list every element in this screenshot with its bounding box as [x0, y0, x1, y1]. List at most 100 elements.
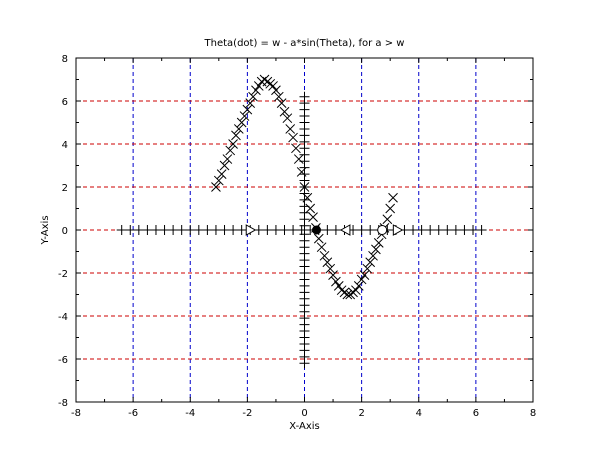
plus-marker-point: [279, 225, 290, 235]
x-marker-point: [225, 145, 236, 156]
plus-marker-point: [459, 225, 470, 235]
x-marker-point: [242, 104, 253, 115]
chart-title: Theta(dot) = w - a*sin(Theta), for a > w: [204, 38, 405, 49]
series-layer: [116, 74, 487, 369]
plus-marker-point: [185, 225, 196, 235]
ticks-layer: -8 -6 -4 -2 0 2 4 6 8 -8 -6 -4 -2 0 2 4 6 8: [58, 54, 536, 419]
x-tick-label: -2: [242, 408, 252, 419]
plus-marker-point: [468, 225, 479, 235]
plus-marker-point: [425, 225, 436, 235]
plus-marker-point: [442, 225, 453, 235]
x-marker-point: [213, 175, 224, 186]
plus-marker-point: [228, 225, 239, 235]
x-marker-point: [351, 285, 361, 296]
x-marker-point: [382, 214, 393, 225]
y-tick-label: 8: [62, 54, 68, 65]
x-marker-point: [285, 124, 296, 134]
x-marker-point: [385, 203, 396, 214]
plus-marker-point: [288, 225, 299, 235]
x-marker-point: [239, 111, 250, 121]
plus-marker-point: [322, 225, 333, 235]
x-marker-point: [325, 263, 336, 274]
x-marker-point: [273, 91, 284, 102]
open-circle-marker: [377, 225, 388, 235]
x-marker-point: [279, 106, 290, 117]
x-marker-point: [305, 203, 316, 214]
plus-marker-point: [330, 225, 341, 235]
x-marker-point: [333, 281, 344, 291]
x-marker-point: [308, 212, 318, 222]
plus-marker-point: [236, 225, 247, 235]
x-marker-point: [316, 242, 327, 253]
x-marker-point: [342, 289, 353, 300]
x-marker-point: [216, 169, 227, 179]
plus-marker-point: [299, 91, 310, 102]
plus-marker-point: [133, 225, 144, 235]
triangle-left-marker: [339, 224, 351, 236]
x-tick-label: 8: [530, 408, 536, 419]
y-tick-label: -6: [58, 355, 68, 366]
plus-marker-point: [270, 225, 281, 235]
plus-marker-point: [433, 225, 444, 235]
x-marker-point: [388, 192, 398, 203]
y-tick-label: 2: [62, 183, 68, 194]
y-tick-label: -8: [58, 398, 68, 409]
y-tick-label: 6: [62, 97, 68, 108]
x-tick-label: 0: [301, 408, 307, 419]
filled-circle-marker: [311, 225, 321, 235]
x-marker-point: [365, 257, 376, 268]
x-tick-label: 6: [473, 408, 479, 419]
x-marker-point: [231, 130, 241, 141]
plus-marker-point: [408, 225, 419, 235]
x-marker-point: [282, 113, 293, 124]
x-marker-point: [368, 250, 378, 261]
x-marker-point: [331, 276, 341, 287]
plus-marker-point: [365, 225, 376, 235]
plus-marker-point: [262, 225, 273, 235]
y-tick-label: -4: [58, 312, 68, 323]
triangle-right-marker: [392, 224, 404, 236]
x-marker-point: [359, 270, 370, 281]
plus-marker-point: [202, 225, 213, 235]
x-marker-point: [313, 233, 324, 244]
x-marker-point: [271, 85, 281, 96]
plus-marker-point: [159, 225, 170, 235]
plus-marker-point: [450, 225, 461, 235]
x-marker-point: [268, 81, 278, 91]
plus-marker-point: [210, 225, 221, 235]
x-marker-point: [319, 250, 330, 261]
x-marker-point: [328, 270, 338, 281]
x-marker-point: [291, 143, 301, 154]
x-marker-point: [219, 160, 230, 171]
x-marker-point: [253, 81, 264, 91]
y-tick-label: 4: [62, 140, 68, 151]
x-axis-title: X-Axis: [289, 421, 320, 432]
x-marker-point: [373, 238, 384, 248]
plus-marker-point: [125, 225, 136, 235]
x-marker-point: [236, 117, 247, 128]
x-marker-point: [222, 154, 233, 164]
x-tick-label: -6: [128, 408, 138, 419]
plus-marker-point: [168, 225, 179, 235]
x-marker-point: [353, 281, 364, 291]
y-tick-label: -2: [58, 269, 68, 280]
x-marker-point: [371, 244, 381, 255]
triangle-right-marker: [245, 224, 257, 236]
x-tick-label: 2: [358, 408, 364, 419]
plus-marker-point: [416, 225, 427, 235]
plus-marker-point: [219, 225, 230, 235]
plus-marker-point: [193, 225, 204, 235]
plus-marker-point: [356, 225, 367, 235]
plus-marker-point: [176, 225, 187, 235]
plus-marker-point: [299, 229, 310, 240]
x-tick-label: -4: [185, 408, 195, 419]
x-marker-point: [276, 98, 287, 109]
x-marker-point: [228, 139, 238, 149]
plus-marker-point: [476, 225, 487, 235]
x-marker-point: [322, 257, 333, 268]
plus-marker-point: [142, 225, 153, 235]
x-marker-point: [251, 85, 261, 96]
x-marker-point: [245, 98, 256, 109]
